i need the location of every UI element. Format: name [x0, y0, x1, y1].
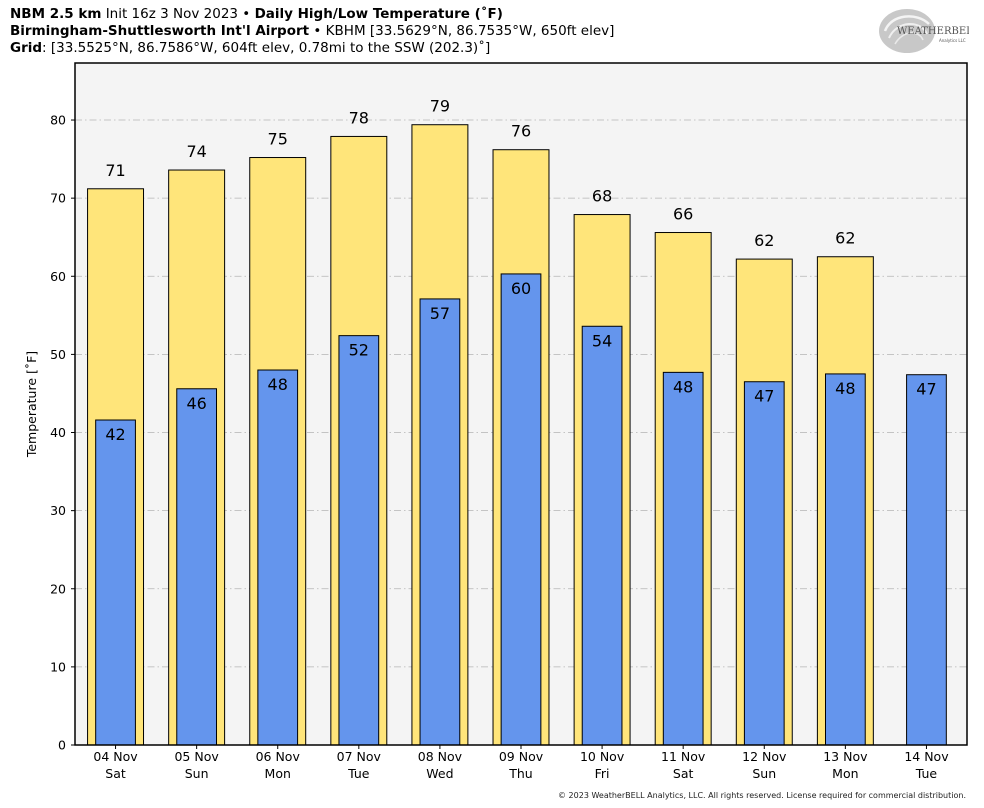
high-value-label: 62	[835, 229, 855, 248]
y-tick-label: 50	[50, 347, 66, 362]
low-bars	[95, 273, 947, 746]
high-value-label: 78	[349, 108, 369, 127]
weatherbell-logo: WEATHERBELL Analytics LLC	[879, 9, 969, 53]
x-tick-label-date: 08 Nov	[418, 749, 463, 764]
x-tick-label-date: 10 Nov	[580, 749, 625, 764]
grid-details: : [33.5525°N, 86.7586°W, 604ft elev, 0.7…	[42, 40, 491, 56]
x-tick-label-date: 11 Nov	[661, 749, 706, 764]
low-bar	[257, 369, 299, 746]
x-tick-label-weekday: Sat	[105, 766, 126, 781]
x-tick-label-weekday: Wed	[426, 766, 453, 781]
low-value-label: 47	[754, 387, 774, 406]
separator: •	[242, 6, 251, 22]
y-tick-label: 70	[50, 191, 66, 206]
x-tick-label-date: 04 Nov	[93, 749, 138, 764]
x-tick-label-date: 07 Nov	[337, 749, 382, 764]
x-tick-label-weekday: Sun	[185, 766, 209, 781]
high-value-label: 71	[105, 161, 125, 180]
low-bar	[581, 325, 623, 746]
low-value-label: 48	[268, 375, 288, 394]
low-bar	[824, 373, 866, 746]
header-line-3: Grid: [33.5525°N, 86.7586°W, 604ft elev,…	[10, 40, 490, 57]
high-value-label: 66	[673, 205, 693, 224]
y-axis: 0 10 20 30 40 50 60 70 80	[50, 113, 75, 753]
y-tick-label: 80	[50, 113, 66, 128]
x-tick-label-weekday: Sun	[752, 766, 776, 781]
logo-wordmark: WEATHERBELL	[897, 26, 969, 37]
y-tick-label: 20	[50, 581, 66, 596]
high-value-label: 74	[186, 142, 206, 161]
high-value-label: 79	[430, 97, 450, 116]
low-value-label: 48	[673, 377, 693, 396]
low-bar	[906, 374, 947, 746]
high-value-label: 76	[511, 122, 531, 141]
low-bar	[338, 335, 380, 746]
high-value-label: 68	[592, 187, 612, 206]
low-value-label: 48	[835, 379, 855, 398]
high-value-label: 75	[268, 130, 288, 149]
logo-subtext: Analytics LLC	[939, 38, 966, 43]
header-line-1: NBM 2.5 km Init 16z 3 Nov 2023 • Daily H…	[10, 6, 503, 23]
x-tick-label-weekday: Mon	[265, 766, 291, 781]
low-bar	[95, 419, 136, 746]
x-tick-label-weekday: Thu	[508, 766, 532, 781]
model-name: NBM 2.5 km	[10, 6, 102, 22]
low-bar	[662, 371, 704, 746]
low-bar	[743, 381, 785, 746]
y-tick-label: 40	[50, 425, 66, 440]
x-tick-label-date: 12 Nov	[742, 749, 787, 764]
low-bar	[500, 273, 542, 746]
low-bar	[419, 298, 461, 746]
low-value-label: 52	[349, 341, 369, 360]
product-title: Daily High/Low Temperature (˚F)	[254, 6, 503, 22]
x-tick-label-date: 05 Nov	[174, 749, 219, 764]
x-tick-label-date: 09 Nov	[499, 749, 544, 764]
low-value-label: 54	[592, 331, 612, 350]
x-tick-label-date: 13 Nov	[823, 749, 868, 764]
low-bar	[176, 388, 218, 746]
x-tick-label-date: 14 Nov	[904, 749, 949, 764]
y-tick-label: 0	[58, 738, 66, 753]
copyright-notice: © 2023 WeatherBELL Analytics, LLC. All r…	[558, 791, 966, 800]
y-tick-label: 10	[50, 659, 66, 674]
init-time: Init 16z 3 Nov 2023	[105, 6, 238, 22]
y-axis-label: Temperature [˚F]	[24, 351, 39, 458]
separator: •	[313, 23, 322, 39]
low-value-label: 47	[916, 380, 936, 399]
x-tick-label-weekday: Tue	[915, 766, 938, 781]
low-value-label: 46	[186, 394, 206, 413]
y-tick-label: 30	[50, 503, 66, 518]
high-value-label: 62	[754, 231, 774, 250]
x-tick-label-weekday: Mon	[832, 766, 858, 781]
y-tick-label: 60	[50, 269, 66, 284]
low-value-label: 60	[511, 279, 531, 298]
low-value-label: 57	[430, 304, 450, 323]
station-name: Birmingham-Shuttlesworth Int'l Airport	[10, 23, 310, 39]
x-tick-label-weekday: Sat	[673, 766, 694, 781]
header-line-2: Birmingham-Shuttlesworth Int'l Airport •…	[10, 23, 614, 40]
station-details: KBHM [33.5629°N, 86.7535°W, 650ft elev]	[325, 23, 615, 39]
value-labels: 71 42 74 46 75 48 78 52 79 57 76 60 68 54 66 48 62 47 62 48…	[105, 97, 936, 444]
x-axis: 04 Nov Sat 05 Nov Sun 06 Nov Mon 07 Nov Tue 08 N…	[93, 745, 949, 781]
x-tick-label-weekday: Fri	[595, 766, 610, 781]
grid-label: Grid	[10, 40, 43, 56]
x-tick-label-date: 06 Nov	[256, 749, 301, 764]
low-value-label: 42	[105, 425, 125, 444]
x-tick-label-weekday: Tue	[347, 766, 370, 781]
